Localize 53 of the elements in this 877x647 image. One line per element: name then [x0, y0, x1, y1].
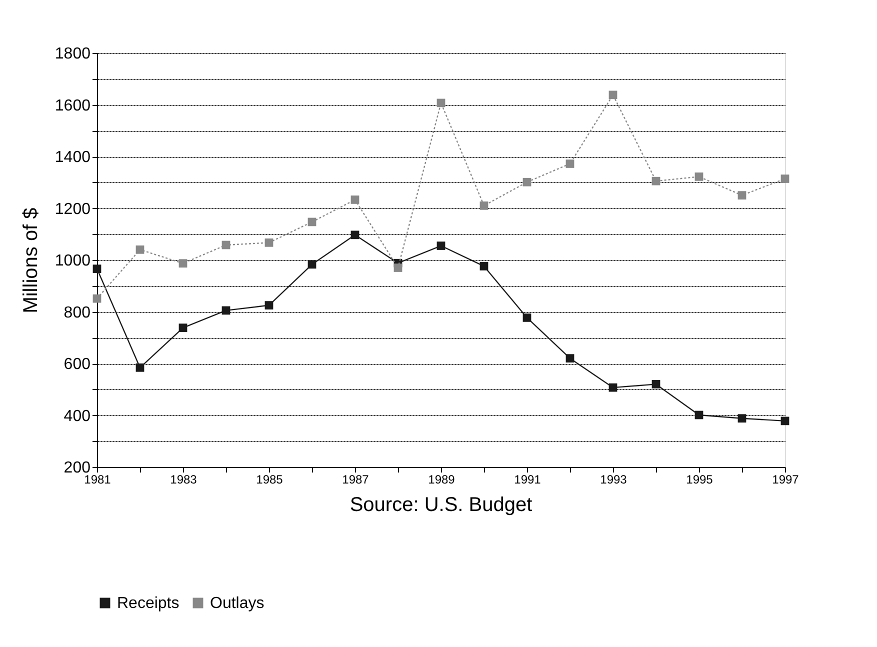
point [264, 238, 274, 247]
legend-label: Receipts [117, 595, 180, 612]
point [480, 201, 488, 210]
point [738, 414, 746, 423]
x-tick-label: 1987 [342, 472, 370, 486]
point [780, 416, 790, 426]
y-tick-label: 600 [64, 356, 91, 373]
point [608, 90, 618, 100]
point [566, 160, 574, 168]
y-tick-label: 1800 [54, 46, 91, 62]
point [652, 176, 660, 186]
point [350, 196, 360, 204]
point [394, 264, 402, 272]
point [178, 324, 188, 332]
point [780, 174, 790, 183]
point [308, 260, 316, 269]
y-tick-label: 1400 [54, 149, 91, 166]
legend-label: Outlays [210, 595, 264, 612]
point [308, 218, 316, 226]
point [608, 383, 618, 392]
y-tick-label: 400 [64, 408, 91, 425]
point [350, 230, 360, 240]
point [222, 306, 230, 315]
point [522, 314, 532, 322]
point [92, 264, 102, 273]
x-tick-label: 1991 [514, 472, 542, 486]
point [694, 410, 704, 420]
x-tick-label: 1983 [170, 472, 198, 486]
point [178, 259, 188, 268]
point [480, 262, 488, 270]
point [738, 191, 746, 200]
point [92, 294, 102, 303]
point [436, 242, 446, 250]
point [136, 245, 144, 254]
y-tick-label: 1000 [54, 252, 91, 270]
x-tick-label: 1993 [600, 472, 628, 486]
source-note: Source: U.S. Budget [350, 494, 533, 516]
y-axis-title: Millions of $ [20, 208, 42, 314]
x-tick-label: 1997 [772, 472, 800, 486]
point [136, 363, 144, 372]
point [566, 354, 574, 363]
y-tick-label: 1200 [54, 200, 91, 218]
point [264, 301, 274, 310]
point [652, 380, 660, 388]
point [222, 240, 230, 250]
y-tick-label: 800 [64, 304, 91, 322]
x-tick-label: 1989 [428, 472, 456, 486]
point [694, 172, 704, 181]
x-tick-label: 1995 [686, 472, 714, 486]
point [522, 178, 532, 186]
x-tick-label: 1985 [256, 472, 284, 486]
point [436, 98, 446, 108]
y-tick-label: 1600 [54, 97, 91, 114]
